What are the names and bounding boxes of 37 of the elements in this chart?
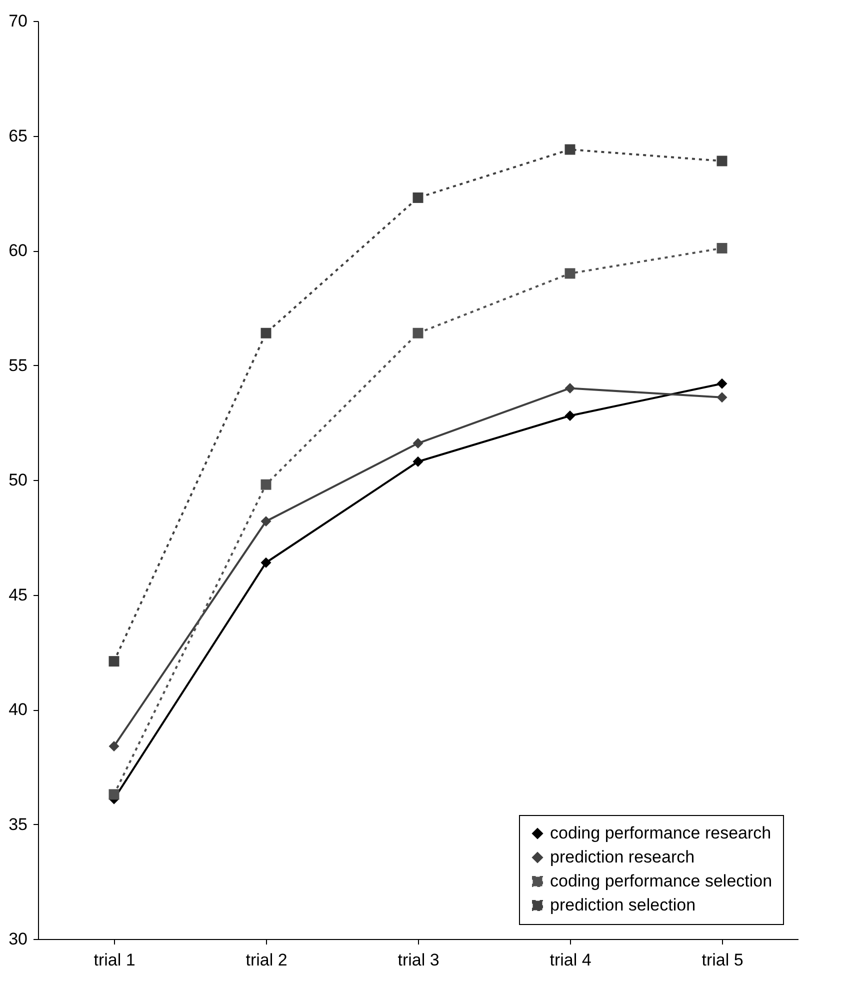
y-tick-label: 40 <box>8 700 28 719</box>
point <box>108 656 120 667</box>
legend-label: prediction research <box>550 848 695 866</box>
y-tick-label: 70 <box>8 12 28 30</box>
point <box>564 268 576 279</box>
point <box>108 740 120 752</box>
point <box>716 392 728 403</box>
y-tick-label: 50 <box>8 470 28 490</box>
point <box>564 144 576 155</box>
point <box>412 438 424 449</box>
point <box>412 328 424 338</box>
y-tick-label: 30 <box>8 930 28 948</box>
y-tick-label: 60 <box>8 241 28 260</box>
point <box>564 382 576 394</box>
legend-label: prediction selection <box>550 896 696 914</box>
point <box>260 516 272 527</box>
point <box>108 789 120 800</box>
point <box>260 479 272 490</box>
point <box>716 378 728 389</box>
x-tick-label: trial 5 <box>702 950 744 970</box>
point <box>716 242 728 254</box>
y-tick-label: 55 <box>8 356 28 375</box>
x-tick-label: trial 3 <box>398 950 440 970</box>
x-tick-label: trial 4 <box>550 950 592 970</box>
point <box>260 328 272 338</box>
point <box>716 156 728 166</box>
point <box>412 456 424 467</box>
point <box>564 410 576 421</box>
y-tick-label: 45 <box>8 585 28 604</box>
x-tick-label: trial 1 <box>94 950 136 970</box>
point <box>412 192 424 203</box>
y-tick-label: 65 <box>8 126 28 146</box>
x-tick-label: trial 2 <box>246 950 288 970</box>
y-tick-label: 35 <box>8 814 28 834</box>
legend-label: coding performance research <box>550 824 772 842</box>
legend-label: coding performance selection <box>550 872 772 890</box>
point <box>260 557 272 568</box>
